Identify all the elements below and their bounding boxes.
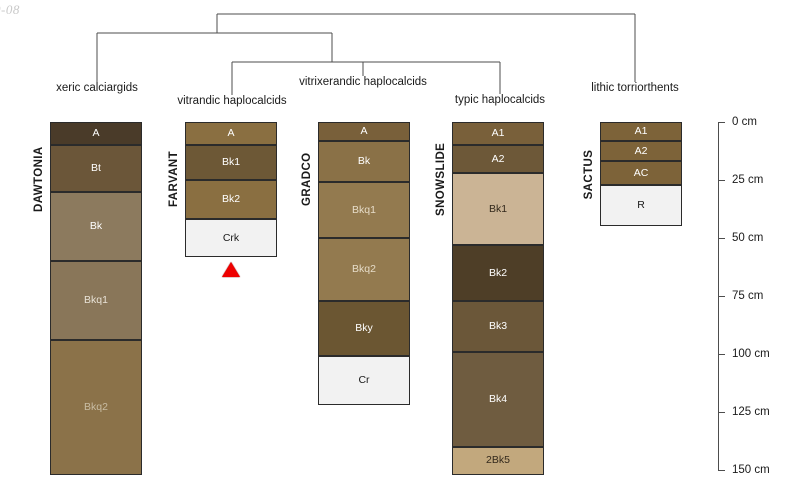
- axis-tick-label: 125 cm: [732, 406, 770, 418]
- horizon-label: AC: [633, 166, 649, 179]
- horizon-label: A: [227, 127, 235, 140]
- axis-tick: [718, 180, 725, 181]
- horizon-bk[interactable]: Bk: [318, 140, 410, 183]
- horizon-label: Bk: [357, 155, 371, 168]
- horizon-label: Bky: [355, 322, 373, 335]
- axis-tick: [718, 238, 725, 239]
- horizon-label: Bk2: [221, 193, 241, 206]
- horizon-2bk5[interactable]: 2Bk5: [452, 446, 544, 475]
- axis-tick: [718, 122, 725, 123]
- horizon-label: R: [637, 199, 645, 212]
- series-name-dawtonia: DAWTONIA: [33, 146, 45, 212]
- horizon-label: Bkq2: [352, 263, 376, 276]
- taxon-label-vitrixerandic-haplocalcids: vitrixerandic haplocalcids: [299, 76, 427, 88]
- horizon-label: Bkq1: [84, 294, 108, 307]
- horizon-bkq2[interactable]: Bkq2: [50, 340, 142, 475]
- horizon-label: Bk2: [488, 266, 508, 279]
- horizon-a2[interactable]: A2: [600, 140, 682, 162]
- axis-tick-label: 50 cm: [732, 232, 764, 244]
- horizon-bky[interactable]: Bky: [318, 300, 410, 357]
- horizon-bkq1[interactable]: Bkq1: [318, 182, 410, 238]
- horizon-a[interactable]: A: [318, 122, 410, 141]
- horizon-label: A: [92, 127, 100, 140]
- horizon-a[interactable]: A: [50, 122, 142, 146]
- horizon-label: Bkq1: [352, 203, 376, 216]
- taxon-label-typic-haplocalcids: typic haplocalcids: [454, 94, 546, 106]
- series-name-farvant: FARVANT: [168, 150, 180, 208]
- series-name-gradco: GRADCO: [301, 152, 313, 206]
- soil-profile-sactus[interactable]: A1 A2 AC R: [600, 122, 682, 227]
- horizon-label: Bk3: [488, 319, 508, 332]
- series-name-sactus: SACTUS: [583, 149, 595, 200]
- horizon-label: A2: [634, 144, 648, 157]
- horizon-label: A: [360, 125, 368, 138]
- horizon-a1[interactable]: A1: [452, 122, 544, 146]
- horizon-crk[interactable]: Crk: [185, 219, 277, 257]
- series-name-snowslide: SNOWSLIDE: [435, 142, 447, 216]
- horizon-bk3[interactable]: Bk3: [452, 300, 544, 352]
- taxon-label-xeric-calciargids: xeric calciargids: [56, 82, 138, 94]
- horizon-label: A1: [491, 127, 505, 140]
- horizon-ac[interactable]: AC: [600, 161, 682, 185]
- horizon-a1[interactable]: A1: [600, 122, 682, 141]
- soil-profile-gradco[interactable]: A Bk Bkq1 Bkq2 Bky Cr: [318, 122, 410, 406]
- horizon-bk[interactable]: Bk: [50, 191, 142, 262]
- axis-tick-label: 100 cm: [732, 348, 770, 360]
- horizon-label: Bk4: [488, 392, 508, 405]
- axis-tick-label: 150 cm: [732, 464, 770, 476]
- horizon-label: Bk1: [221, 156, 241, 169]
- horizon-r[interactable]: R: [600, 184, 682, 227]
- axis-tick: [718, 354, 725, 355]
- horizon-label: 2Bk5: [486, 454, 510, 467]
- horizon-bk1[interactable]: Bk1: [185, 145, 277, 180]
- horizon-bt[interactable]: Bt: [50, 145, 142, 192]
- taxon-label-vitrandic-haplocalcids: vitrandic haplocalcids: [177, 95, 287, 107]
- soil-profile-dawtonia[interactable]: A Bt Bk Bkq1 Bkq2: [50, 122, 142, 475]
- watermark-text: 0-08: [0, 2, 20, 17]
- horizon-cr[interactable]: Cr: [318, 356, 410, 406]
- horizon-label: A2: [491, 152, 505, 165]
- horizon-label: Cr: [358, 374, 370, 387]
- axis-tick-label: 25 cm: [732, 174, 764, 186]
- soil-profile-farvant[interactable]: A Bk1 Bk2 Crk: [185, 122, 277, 257]
- axis-tick-label: 0 cm: [732, 116, 757, 128]
- horizon-bkq2[interactable]: Bkq2: [318, 238, 410, 301]
- horizon-bk4[interactable]: Bk4: [452, 351, 544, 447]
- horizon-label: Bt: [91, 162, 101, 175]
- horizon-label: Bkq2: [84, 401, 108, 414]
- horizon-label: Bk1: [488, 202, 508, 215]
- red-triangle-marker: [222, 261, 240, 277]
- taxon-label-lithic-torriorthents: lithic torriorthents: [591, 82, 679, 94]
- horizon-bk2[interactable]: Bk2: [185, 180, 277, 220]
- horizon-label: Bk: [89, 220, 103, 233]
- axis-tick-label: 75 cm: [732, 290, 764, 302]
- dendrogram-lines: [96, 13, 636, 95]
- horizon-bk1[interactable]: Bk1: [452, 173, 544, 245]
- horizon-bk2[interactable]: Bk2: [452, 244, 544, 301]
- axis-tick: [718, 470, 725, 471]
- horizon-label: Crk: [222, 231, 240, 244]
- soil-profile-snowslide[interactable]: A1 A2 Bk1 Bk2 Bk3 Bk4 2Bk5: [452, 122, 544, 475]
- horizon-label: A1: [634, 125, 648, 138]
- horizon-a2[interactable]: A2: [452, 145, 544, 174]
- horizon-bkq1[interactable]: Bkq1: [50, 261, 142, 341]
- horizon-a[interactable]: A: [185, 122, 277, 146]
- axis-tick: [718, 412, 725, 413]
- axis-tick: [718, 296, 725, 297]
